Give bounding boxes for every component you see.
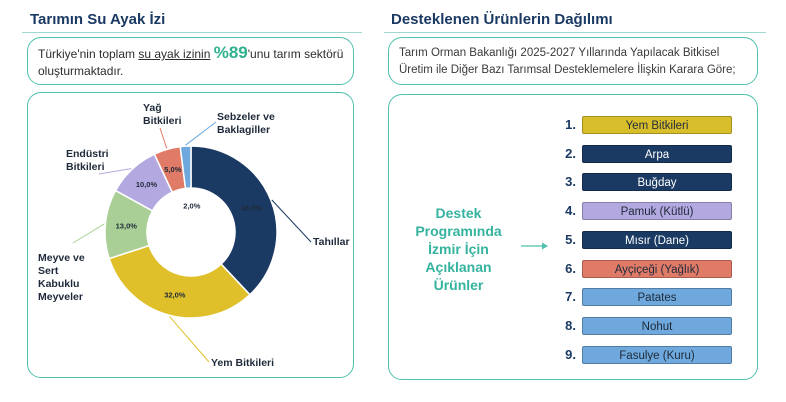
leader-line-meyve-ve-sert-kabuklu-meyveler [72,223,105,244]
product-bar: Ayçiçeği (Yağlık) [582,259,732,278]
category-label-line: Meyveler [38,291,83,303]
support-title-line: Ürünler [433,277,484,293]
product-bar: Yem Bitkileri [582,116,732,134]
regulation-info-box [388,37,758,85]
support-title-line: Programında [415,223,502,239]
slice-value-label: 38,0% [241,204,263,213]
product-number: 7. [565,289,576,305]
product-bar: Buğday [582,173,732,192]
donut-slice-yem-bitkileri [108,244,251,319]
product-number: 4. [565,203,576,219]
category-label-line: Bitkileri [143,115,182,127]
slice-value-label: 10,0% [136,180,158,189]
product-bar: Pamuk (Kütlü) [582,202,732,221]
product-bar: Mısır (Dane) [582,230,732,249]
water-footprint-info-text: Türkiye'nin toplam su ayak izinin %89'un… [38,44,348,80]
category-label-line: Endüstri [66,148,109,160]
info-part2: 'unu tarım sektörü [247,47,344,61]
category-label-line: Meyve ve [38,252,85,264]
product-number: 9. [565,346,576,362]
support-title-line: Destek [435,205,482,221]
right-title: Desteklenen Ürünlerin Dağılımı [391,11,613,28]
product-number: 5. [565,231,576,247]
regulation-line2: Üretim ile Diğer Bazı Tarımsal Desteklem… [399,64,736,76]
category-label-tah-llar: Tahıllar [313,236,350,249]
chart-panel [27,92,354,378]
category-label-meyve-ve-sert-kabuklu-meyveler: Meyve ve Sert Kabuklu Meyveler [38,252,85,304]
support-title-line: Açıklanan [425,259,492,275]
slice-value-label: 32,0% [164,290,186,299]
right-title-rule [384,32,766,33]
category-label-line: Baklagiller [217,124,271,136]
left-title: Tarımın Su Ayak İzi [30,11,166,28]
category-label-line: Sert [38,265,59,277]
donut-slice-sebzeler-ve-baklagiller [179,145,192,190]
slice-value-label: 13,0% [116,221,138,230]
category-label-line: Tahıllar [313,236,350,248]
support-program-title: Destek Programında İzmir İçin Açıklanan … [396,204,521,294]
leader-line-end-stri-bitkileri [98,168,132,175]
product-bar: Arpa [582,144,732,163]
category-label-line: Kabuklu [38,278,80,290]
support-title-line: İzmir İçin [428,241,489,257]
info-line2: oluşturmaktadır. [38,64,124,78]
water-footprint-info-box [27,37,354,85]
category-label-end-stri-bitkileri: Endüstri Bitkileri [66,148,109,174]
slice-value-label: 2,0% [183,202,200,211]
category-label-line: Sebzeler ve [217,111,275,123]
category-label-line: Bitkileri [66,161,105,173]
product-number: 3. [565,174,576,190]
product-bar: Fasulye (Kuru) [582,345,732,364]
product-number: 8. [565,317,576,333]
left-title-rule [22,32,362,33]
category-label-line: Yağ [143,102,162,114]
leader-line-yem-bitkileri [168,315,210,363]
regulation-line1: Tarım Orman Bakanlığı 2025-2027 Yılların… [399,47,720,59]
info-part1: Türkiye'nin toplam [38,47,139,61]
category-label-ya-bitkileri: Yağ Bitkileri [143,102,182,128]
regulation-info-text: Tarım Orman Bakanlığı 2025-2027 Yılların… [399,45,754,79]
info-highlight: su ayak izinin [138,47,211,61]
leader-line-sebzeler-ve-baklagiller [185,121,217,146]
product-bar: Patates [582,288,732,307]
category-label-line: Yem Bitkileri [211,357,275,369]
donut-slice-tah-llar [190,145,278,296]
product-bar: Nohut [582,316,732,335]
slice-value-label: 5,0% [164,165,181,174]
info-percent: %89 [213,43,248,62]
category-label-yem-bitkileri: Yem Bitkileri [211,357,274,370]
leader-line-ya-bitkileri [159,127,168,149]
leader-line-tah-llar [271,199,312,243]
product-number: 6. [565,260,576,276]
product-number: 2. [565,145,576,161]
product-number: 1. [565,117,576,132]
category-label-sebzeler-ve-baklagiller: Sebzeler ve Baklagiller [217,111,275,137]
